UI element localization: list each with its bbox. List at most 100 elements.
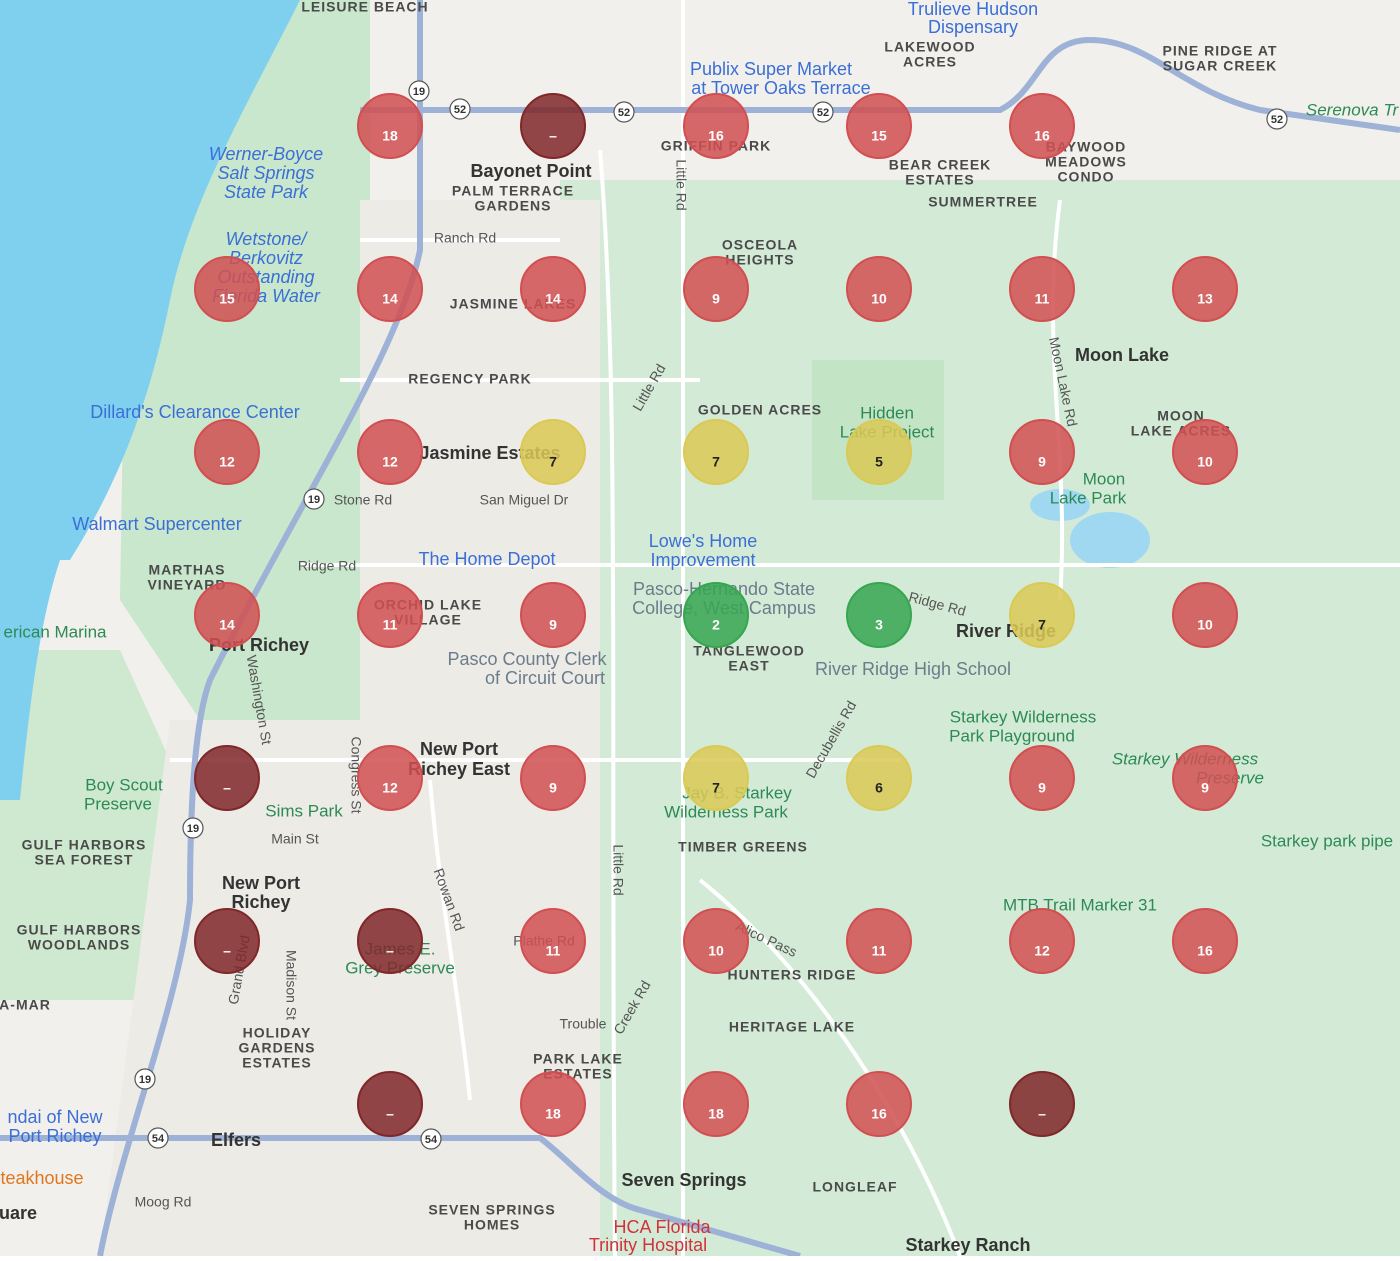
map-label: Seven Springs — [621, 1170, 746, 1190]
rank-marker[interactable] — [194, 256, 260, 322]
rank-marker[interactable] — [1172, 745, 1238, 811]
map-label: Starkey park pipe — [1261, 831, 1393, 850]
rank-marker[interactable] — [520, 419, 586, 485]
map-label: Werner-Boyce — [209, 144, 323, 164]
rank-marker[interactable] — [846, 1071, 912, 1137]
shield-label: 52 — [1271, 114, 1283, 126]
gulf-water — [0, 0, 300, 560]
map-label: Serenova Tr — [1306, 100, 1400, 119]
rank-marker[interactable] — [357, 582, 423, 648]
rank-marker[interactable] — [846, 93, 912, 159]
rank-marker[interactable] — [846, 256, 912, 322]
rank-marker[interactable] — [1009, 908, 1075, 974]
rank-label: 9 — [549, 780, 557, 796]
rank-marker[interactable] — [194, 745, 260, 811]
rank-label: 14 — [219, 617, 235, 633]
shield-badge — [182, 817, 204, 839]
shield-label: 19 — [308, 494, 320, 506]
rank-marker[interactable] — [520, 1071, 586, 1137]
rank-marker[interactable] — [194, 908, 260, 974]
rank-marker[interactable] — [1172, 419, 1238, 485]
rank-label: 16 — [1197, 943, 1213, 959]
rank-label: 7 — [549, 454, 557, 470]
map-label: erican Marina — [4, 622, 108, 641]
shield-badge — [449, 98, 471, 120]
rank-marker[interactable] — [194, 582, 260, 648]
rank-marker[interactable] — [194, 419, 260, 485]
map-label: Richey East — [408, 759, 510, 779]
rank-marker[interactable] — [1009, 419, 1075, 485]
rank-label: 5 — [875, 454, 883, 470]
coastal-green — [0, 650, 180, 1000]
rank-marker[interactable] — [1009, 745, 1075, 811]
minor-roads — [170, 0, 1400, 1257]
rank-marker[interactable] — [683, 419, 749, 485]
map-label: Moog Rd — [135, 1194, 192, 1210]
shield-label: 19 — [187, 823, 199, 835]
map-label: HEIGHTS — [725, 252, 794, 268]
rank-marker[interactable] — [357, 93, 423, 159]
rank-label: 15 — [219, 291, 235, 307]
map-label: New Port — [222, 873, 300, 893]
shield-label: 19 — [413, 86, 425, 98]
rank-marker[interactable] — [683, 908, 749, 974]
rank-marker[interactable] — [1172, 582, 1238, 648]
rank-marker[interactable] — [1009, 582, 1075, 648]
rank-marker[interactable] — [520, 582, 586, 648]
rank-marker[interactable] — [846, 582, 912, 648]
rank-marker[interactable] — [357, 908, 423, 974]
shield-label: 19 — [139, 1074, 151, 1086]
rank-label: 18 — [382, 128, 398, 144]
rank-marker[interactable] — [357, 256, 423, 322]
rank-label: 16 — [871, 1106, 887, 1122]
map-label: GOLDEN ACRES — [698, 402, 822, 418]
rank-label: – — [386, 943, 394, 959]
rank-label: 7 — [712, 454, 720, 470]
map-label: Preserve — [84, 794, 152, 813]
rank-marker[interactable] — [520, 256, 586, 322]
map-label: HOMES — [464, 1217, 520, 1233]
map-label: Little Rd — [673, 159, 689, 210]
map-label: HOLIDAY — [243, 1025, 312, 1041]
rank-marker[interactable] — [520, 908, 586, 974]
rank-label: – — [386, 1106, 394, 1122]
rank-label: 9 — [1038, 780, 1046, 796]
rank-marker[interactable] — [846, 419, 912, 485]
map-label: Publix Super Market — [690, 59, 852, 79]
rank-marker[interactable] — [683, 93, 749, 159]
rank-marker[interactable] — [683, 582, 749, 648]
rank-label: 16 — [1034, 128, 1050, 144]
rank-label: 9 — [712, 291, 720, 307]
map-label: EAST — [728, 658, 769, 674]
rank-label: 12 — [382, 780, 398, 796]
map-label: SUMMERTREE — [928, 194, 1038, 210]
map-label: San Miguel Dr — [480, 492, 569, 508]
rank-marker[interactable] — [1172, 908, 1238, 974]
map-label: LEISURE BEACH — [301, 0, 428, 15]
map-label: Salt Springs — [217, 163, 314, 183]
rank-marker[interactable] — [1009, 1071, 1075, 1137]
rank-marker[interactable] — [357, 419, 423, 485]
rank-marker[interactable] — [683, 256, 749, 322]
rank-marker[interactable] — [1172, 256, 1238, 322]
rank-marker[interactable] — [683, 1071, 749, 1137]
map-label: Wilderness Park — [664, 802, 788, 821]
rank-marker[interactable] — [1009, 93, 1075, 159]
rank-marker[interactable] — [520, 93, 586, 159]
map-label: New Port — [420, 739, 498, 759]
rank-label: 12 — [219, 454, 235, 470]
rank-marker[interactable] — [846, 745, 912, 811]
rank-marker[interactable] — [1009, 256, 1075, 322]
rank-marker[interactable] — [357, 1071, 423, 1137]
map-label: Park Playground — [949, 726, 1075, 745]
rank-marker[interactable] — [683, 745, 749, 811]
map-label: MTB Trail Marker 31 — [1003, 895, 1157, 914]
rank-marker[interactable] — [520, 745, 586, 811]
rank-marker[interactable] — [846, 908, 912, 974]
rank-marker[interactable] — [357, 745, 423, 811]
map-label: Sims Park — [265, 801, 343, 820]
map-label: MARTHAS — [149, 562, 226, 578]
shield-badge — [147, 1127, 169, 1149]
